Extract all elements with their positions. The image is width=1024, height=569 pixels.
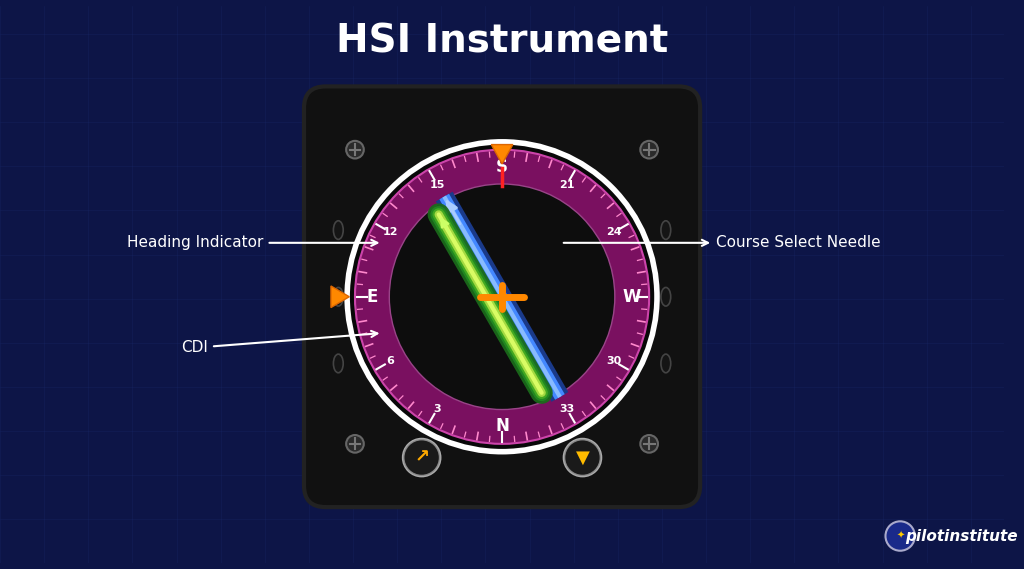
Text: 30: 30: [606, 356, 622, 366]
Circle shape: [498, 293, 506, 300]
Text: 12: 12: [382, 227, 397, 237]
FancyBboxPatch shape: [304, 86, 700, 507]
Text: Course Select Needle: Course Select Needle: [563, 236, 881, 250]
Circle shape: [389, 184, 614, 410]
Ellipse shape: [334, 354, 343, 373]
Text: 24: 24: [606, 227, 622, 237]
Text: pilotinstitute: pilotinstitute: [904, 529, 1017, 543]
Circle shape: [640, 435, 658, 453]
Circle shape: [565, 440, 600, 475]
Circle shape: [640, 141, 658, 159]
Ellipse shape: [660, 354, 671, 373]
Text: 3: 3: [433, 404, 441, 414]
Text: HSI Instrument: HSI Instrument: [336, 23, 669, 61]
Text: N: N: [496, 417, 509, 435]
Circle shape: [351, 146, 653, 448]
Text: ↗: ↗: [414, 448, 429, 467]
Ellipse shape: [334, 287, 343, 306]
Text: 21: 21: [559, 180, 574, 189]
Text: 15: 15: [430, 180, 445, 189]
Ellipse shape: [334, 221, 343, 240]
Text: 33: 33: [559, 404, 574, 414]
Polygon shape: [492, 145, 513, 164]
Circle shape: [886, 521, 914, 551]
Circle shape: [347, 142, 657, 452]
Text: 6: 6: [386, 356, 394, 366]
Circle shape: [404, 440, 439, 475]
Text: ▼: ▼: [575, 448, 590, 467]
Circle shape: [402, 439, 440, 477]
Text: W: W: [623, 288, 641, 306]
Circle shape: [346, 435, 364, 453]
Circle shape: [346, 141, 364, 159]
Circle shape: [563, 439, 601, 477]
Ellipse shape: [660, 221, 671, 240]
Text: S: S: [496, 158, 508, 176]
Ellipse shape: [660, 287, 671, 306]
Circle shape: [355, 150, 649, 444]
Text: Heading Indicator: Heading Indicator: [127, 236, 377, 250]
Polygon shape: [331, 286, 349, 307]
Text: CDI: CDI: [181, 331, 377, 355]
Text: E: E: [367, 288, 378, 306]
Text: ✦: ✦: [896, 531, 904, 541]
